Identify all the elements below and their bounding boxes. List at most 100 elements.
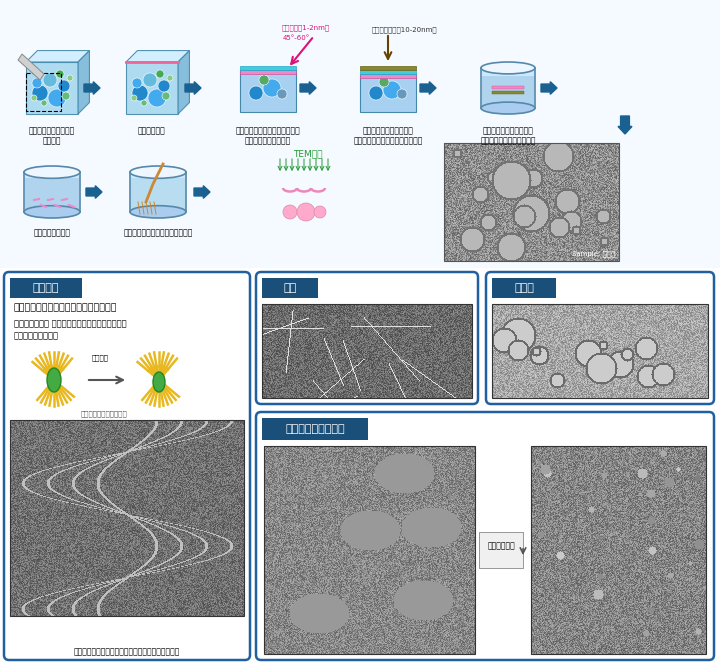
FancyBboxPatch shape	[256, 272, 478, 404]
Polygon shape	[178, 50, 189, 114]
Circle shape	[132, 85, 148, 101]
Circle shape	[148, 89, 166, 107]
Circle shape	[167, 75, 173, 81]
Circle shape	[158, 80, 170, 92]
Bar	[240, 70, 296, 112]
Circle shape	[132, 78, 142, 88]
Text: 白金蔓着（1-2nm）: 白金蔓着（1-2nm）	[282, 25, 330, 32]
Polygon shape	[541, 82, 557, 95]
Polygon shape	[420, 82, 436, 95]
Text: 精製水を混合: 精製水を混合	[487, 541, 515, 550]
Polygon shape	[618, 116, 632, 134]
Text: 凍結割断: 凍結割断	[91, 355, 109, 361]
Bar	[492, 86, 524, 89]
Bar	[360, 74, 416, 78]
Circle shape	[32, 78, 42, 88]
Bar	[10, 420, 244, 616]
Circle shape	[43, 73, 57, 87]
Text: 45°-60°: 45°-60°	[282, 35, 310, 41]
Text: 名古屋大学細胞生理学研究センター　鈴木博視先生: 名古屋大学細胞生理学研究センター 鈴木博視先生	[74, 648, 180, 656]
Circle shape	[131, 95, 137, 101]
Circle shape	[283, 205, 297, 219]
Bar	[360, 66, 416, 70]
Text: 試料を常温・大気に戻し
不要な試料部分を溶解する: 試料を常温・大気に戻し 不要な試料部分を溶解する	[480, 126, 536, 146]
Text: 石鹸: 石鹸	[284, 283, 297, 293]
Polygon shape	[185, 82, 201, 95]
Circle shape	[143, 73, 157, 87]
Polygon shape	[86, 186, 102, 199]
Bar	[262, 304, 472, 398]
Circle shape	[383, 81, 401, 99]
Circle shape	[277, 89, 287, 99]
Circle shape	[379, 77, 389, 87]
Polygon shape	[126, 50, 189, 62]
Text: 白金を蔓着してシャドウイング
コントラストを与える: 白金を蔓着してシャドウイング コントラストを与える	[235, 126, 300, 146]
Bar	[25, 178, 79, 214]
Text: 柔軟剤: 柔軟剤	[514, 283, 534, 293]
Circle shape	[156, 70, 164, 78]
Polygon shape	[84, 82, 100, 95]
Circle shape	[259, 75, 269, 85]
FancyBboxPatch shape	[4, 272, 250, 660]
Polygon shape	[18, 54, 44, 80]
Bar	[482, 76, 534, 110]
Bar	[264, 446, 475, 654]
Bar	[240, 66, 296, 70]
Polygon shape	[300, 82, 316, 95]
Bar	[130, 172, 186, 212]
Polygon shape	[26, 50, 89, 62]
Text: カーボン蔓着（10-20nm）: カーボン蔓着（10-20nm）	[372, 27, 437, 34]
Bar	[262, 278, 318, 298]
Bar	[24, 172, 80, 212]
Circle shape	[41, 100, 47, 106]
Circle shape	[369, 86, 383, 100]
Bar	[481, 68, 535, 108]
Ellipse shape	[24, 206, 80, 218]
Text: カーボンを均一に蔓着し
レプリカ膜（蔓着膜）を作輸する: カーボンを均一に蔓着し レプリカ膜（蔓着膜）を作輸する	[354, 126, 423, 146]
Circle shape	[397, 89, 407, 99]
Ellipse shape	[481, 102, 535, 114]
Ellipse shape	[481, 62, 535, 74]
Bar	[262, 418, 368, 440]
Ellipse shape	[24, 166, 80, 178]
Circle shape	[263, 79, 281, 97]
Bar	[360, 74, 416, 112]
Circle shape	[249, 86, 263, 100]
Text: 膜内構造が露出する: 膜内構造が露出する	[14, 331, 59, 340]
Text: 凍結試料を高真空中で
割断する: 凍結試料を高真空中で 割断する	[29, 126, 75, 146]
Ellipse shape	[153, 372, 165, 392]
Bar	[479, 532, 523, 568]
Circle shape	[67, 75, 73, 81]
Bar	[360, 70, 416, 74]
Circle shape	[297, 203, 315, 221]
Circle shape	[32, 85, 48, 101]
Circle shape	[314, 206, 326, 218]
FancyBboxPatch shape	[486, 272, 714, 404]
Bar	[531, 446, 706, 654]
Ellipse shape	[47, 368, 61, 392]
Ellipse shape	[130, 206, 186, 218]
Circle shape	[31, 95, 37, 101]
Bar	[10, 278, 82, 298]
Text: 観察面の露出: 観察面の露出	[138, 126, 166, 135]
Bar	[444, 143, 619, 261]
Polygon shape	[194, 186, 210, 199]
Polygon shape	[78, 50, 89, 114]
Bar	[492, 278, 556, 298]
Text: Sample: 柔軟剤: Sample: 柔軟剤	[572, 250, 615, 257]
Circle shape	[162, 92, 170, 100]
Text: 膜内粒子の分布・細胞間結合装置の観察: 膜内粒子の分布・細胞間結合装置の観察	[14, 303, 117, 313]
Text: 凍結割断により 脂質二重膜の疏水面で勇開されて: 凍結割断により 脂質二重膜の疏水面で勇開されて	[14, 319, 127, 329]
Circle shape	[48, 89, 66, 107]
Polygon shape	[126, 62, 178, 114]
Text: 細胞の脂質二重膜モデル: 細胞の脂質二重膜モデル	[81, 411, 127, 417]
Bar	[131, 178, 185, 214]
Circle shape	[62, 92, 70, 100]
Polygon shape	[26, 62, 78, 114]
Bar	[492, 304, 708, 398]
FancyBboxPatch shape	[256, 412, 714, 660]
Text: クレンジングオイル: クレンジングオイル	[285, 424, 345, 434]
Bar	[0, 0, 720, 268]
Text: レプリカ膜の洗浄: レプリカ膜の洗浄	[34, 228, 71, 237]
Bar	[492, 91, 524, 94]
